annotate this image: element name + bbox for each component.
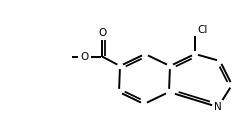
Text: O: O: [98, 28, 106, 38]
Text: N: N: [214, 102, 222, 112]
Text: Cl: Cl: [197, 25, 207, 35]
Text: O: O: [80, 52, 88, 62]
